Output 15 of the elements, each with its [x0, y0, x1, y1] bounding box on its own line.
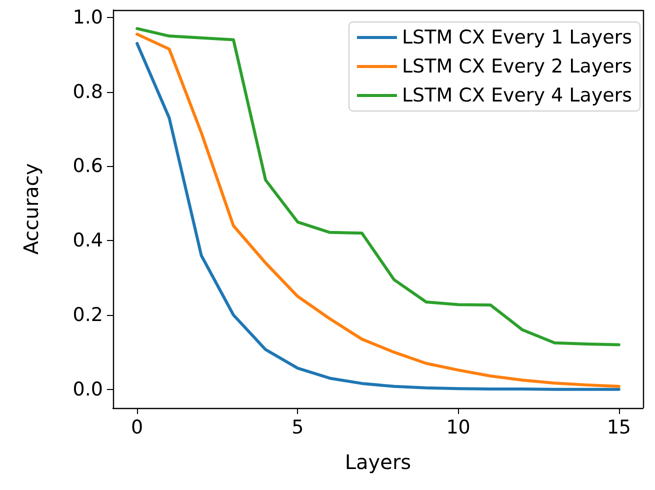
x-tick-label: 5: [292, 416, 304, 438]
y-axis-title: Accuracy: [19, 163, 43, 255]
legend-label: LSTM CX Every 4 Layers: [402, 84, 632, 106]
y-tick-label: 0.0: [72, 378, 103, 400]
x-tick-label: 10: [446, 416, 470, 438]
x-tick-label: 15: [606, 416, 632, 438]
x-tick-label: 0: [131, 416, 144, 438]
y-tick-label: 0.2: [72, 304, 103, 326]
y-tick-label: 0.8: [72, 80, 103, 103]
y-tick-label: 0.4: [72, 230, 103, 252]
legend-label: LSTM CX Every 2 Layers: [402, 56, 632, 78]
y-tick-label: 0.6: [72, 155, 103, 178]
x-axis-title: Layers: [344, 450, 412, 474]
legend-label: LSTM CX Every 1 Layers: [402, 26, 632, 48]
y-tick-label: 1.0: [72, 6, 103, 28]
